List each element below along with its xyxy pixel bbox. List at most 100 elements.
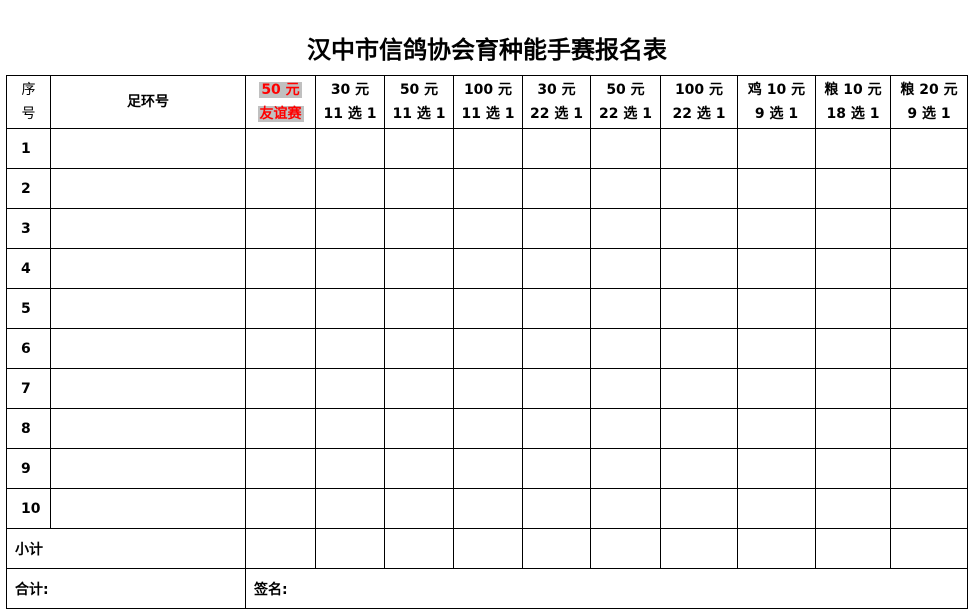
entry-cell[interactable] [815,368,891,409]
ring-number-cell[interactable] [50,208,246,249]
entry-cell[interactable] [737,448,816,489]
entry-cell[interactable] [890,128,968,169]
entry-cell[interactable] [737,168,816,209]
entry-cell[interactable] [590,288,661,329]
entry-cell[interactable] [590,208,661,249]
entry-cell[interactable] [522,128,591,169]
entry-cell[interactable] [522,288,591,329]
entry-cell[interactable] [660,368,738,409]
entry-cell[interactable] [384,248,454,289]
ring-number-cell[interactable] [50,448,246,489]
ring-number-cell[interactable] [50,368,246,409]
entry-cell[interactable] [815,488,891,529]
entry-cell[interactable] [522,328,591,369]
entry-cell[interactable] [890,208,968,249]
entry-cell[interactable] [522,488,591,529]
entry-cell[interactable] [660,248,738,289]
entry-cell[interactable] [890,408,968,449]
entry-cell[interactable] [384,488,454,529]
subtotal-cell[interactable] [660,528,738,569]
entry-cell[interactable] [384,408,454,449]
entry-cell[interactable] [737,408,816,449]
ring-number-cell[interactable] [50,128,246,169]
entry-cell[interactable] [522,168,591,209]
entry-cell[interactable] [590,488,661,529]
entry-cell[interactable] [522,248,591,289]
entry-cell[interactable] [453,128,523,169]
entry-cell[interactable] [315,168,385,209]
entry-cell[interactable] [522,208,591,249]
entry-cell[interactable] [737,128,816,169]
ring-number-cell[interactable] [50,328,246,369]
ring-number-cell[interactable] [50,168,246,209]
entry-cell[interactable] [660,288,738,329]
entry-cell[interactable] [660,408,738,449]
entry-cell[interactable] [245,288,316,329]
entry-cell[interactable] [384,368,454,409]
entry-cell[interactable] [522,408,591,449]
entry-cell[interactable] [660,128,738,169]
entry-cell[interactable] [384,168,454,209]
entry-cell[interactable] [890,168,968,209]
entry-cell[interactable] [737,288,816,329]
entry-cell[interactable] [815,288,891,329]
entry-cell[interactable] [590,408,661,449]
entry-cell[interactable] [384,288,454,329]
entry-cell[interactable] [453,248,523,289]
entry-cell[interactable] [315,328,385,369]
subtotal-cell[interactable] [737,528,816,569]
entry-cell[interactable] [590,368,661,409]
entry-cell[interactable] [815,248,891,289]
entry-cell[interactable] [384,208,454,249]
entry-cell[interactable] [245,368,316,409]
entry-cell[interactable] [245,448,316,489]
entry-cell[interactable] [315,208,385,249]
entry-cell[interactable] [315,488,385,529]
entry-cell[interactable] [890,448,968,489]
entry-cell[interactable] [590,448,661,489]
entry-cell[interactable] [315,408,385,449]
entry-cell[interactable] [315,448,385,489]
signature-label[interactable]: 签名: [245,568,968,609]
subtotal-cell[interactable] [453,528,523,569]
entry-cell[interactable] [453,368,523,409]
entry-cell[interactable] [660,328,738,369]
ring-number-cell[interactable] [50,408,246,449]
ring-number-cell[interactable] [50,248,246,289]
ring-number-cell[interactable] [50,488,246,529]
entry-cell[interactable] [660,488,738,529]
entry-cell[interactable] [890,248,968,289]
entry-cell[interactable] [453,168,523,209]
entry-cell[interactable] [660,168,738,209]
entry-cell[interactable] [245,208,316,249]
entry-cell[interactable] [590,168,661,209]
entry-cell[interactable] [315,248,385,289]
entry-cell[interactable] [453,448,523,489]
entry-cell[interactable] [315,368,385,409]
entry-cell[interactable] [453,488,523,529]
entry-cell[interactable] [815,208,891,249]
entry-cell[interactable] [384,328,454,369]
entry-cell[interactable] [737,328,816,369]
entry-cell[interactable] [453,288,523,329]
entry-cell[interactable] [660,448,738,489]
entry-cell[interactable] [890,488,968,529]
entry-cell[interactable] [737,368,816,409]
entry-cell[interactable] [384,128,454,169]
entry-cell[interactable] [522,368,591,409]
entry-cell[interactable] [590,248,661,289]
entry-cell[interactable] [737,208,816,249]
subtotal-cell[interactable] [315,528,385,569]
entry-cell[interactable] [890,328,968,369]
entry-cell[interactable] [245,168,316,209]
entry-cell[interactable] [590,128,661,169]
subtotal-cell[interactable] [384,528,454,569]
entry-cell[interactable] [890,368,968,409]
entry-cell[interactable] [737,488,816,529]
subtotal-cell[interactable] [890,528,968,569]
entry-cell[interactable] [453,208,523,249]
entry-cell[interactable] [660,208,738,249]
entry-cell[interactable] [815,168,891,209]
entry-cell[interactable] [453,328,523,369]
entry-cell[interactable] [453,408,523,449]
